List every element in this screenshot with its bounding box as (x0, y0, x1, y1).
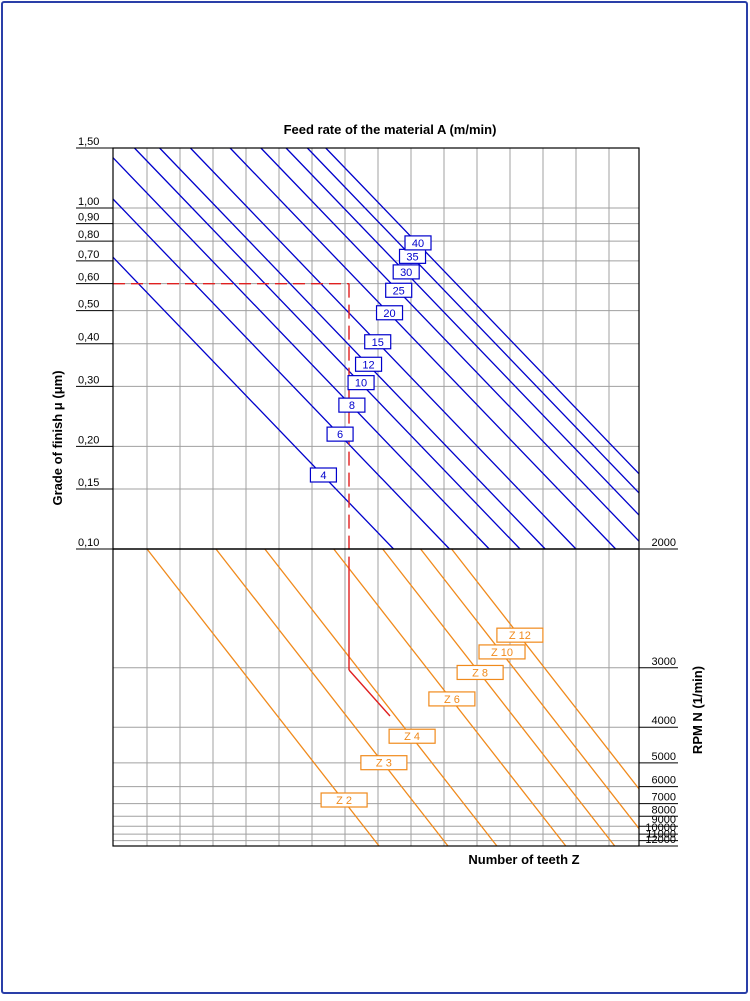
svg-text:35: 35 (406, 251, 418, 263)
feed-label-4: 4 (309, 467, 338, 483)
lower-tick-label: 6000 (652, 775, 676, 787)
feed-label-25: 25 (385, 282, 413, 298)
lower-y-axis-label: RPM N (1/min) (690, 666, 705, 754)
teeth-line-Z8 (382, 548, 616, 847)
upper-tick-label: 0,70 (78, 249, 99, 261)
upper-tick-label: 0,90 (78, 212, 99, 224)
upper-tick-label: 0,15 (78, 477, 99, 489)
teeth-label-Z3: Z 3 (360, 755, 408, 771)
example-diagonal (348, 669, 391, 717)
svg-text:25: 25 (393, 285, 405, 297)
feed-line-20 (229, 147, 617, 550)
svg-text:10: 10 (355, 378, 367, 390)
feed-line-4 (112, 256, 395, 550)
upper-y-ticks: 1,50 1,00 0,90 0,80 0,70 0,60 0,50 0,40 0,30 0,20… (76, 136, 113, 550)
svg-text:Z 2: Z 2 (336, 795, 352, 807)
feed-line-40 (325, 147, 640, 475)
svg-text:4: 4 (320, 470, 326, 482)
lower-tick-label: 8000 (652, 804, 676, 816)
lower-tick-label: 9000 (652, 814, 676, 826)
feed-line-10 (133, 147, 521, 550)
plot-border (112, 147, 640, 847)
svg-text:6: 6 (337, 429, 343, 441)
lower-tick-label: 10000 (645, 822, 676, 834)
teeth-label-Z6: Z 6 (428, 691, 476, 707)
upper-tick-label: 0,50 (78, 299, 99, 311)
feed-label-40: 40 (404, 235, 432, 251)
teeth-label-Z2: Z 2 (320, 792, 368, 808)
feed-label-10: 10 (347, 375, 375, 391)
teeth-label-Z10: Z 10 (478, 644, 526, 660)
svg-text:8: 8 (349, 400, 355, 412)
svg-text:Z 4: Z 4 (404, 731, 420, 743)
feed-line-25 (260, 147, 640, 542)
feed-label-12: 12 (354, 356, 383, 372)
teeth-label-Z8: Z 8 (456, 664, 504, 681)
svg-text:Z 8: Z 8 (472, 667, 488, 679)
feed-label-35: 35 (398, 248, 427, 264)
svg-text:12: 12 (362, 359, 374, 371)
feed-line-12 (159, 147, 546, 550)
svg-text:Z 6: Z 6 (444, 694, 460, 706)
upper-tick-label: 0,30 (78, 374, 99, 386)
upper-y-axis-label: Grade of finish μ (μm) (50, 370, 65, 505)
lower-teeth-lines (146, 548, 640, 847)
lower-tick-label: 5000 (652, 751, 676, 763)
lower-tick-label: 7000 (652, 792, 676, 804)
svg-text:20: 20 (383, 308, 395, 320)
upper-tick-label: 1,50 (78, 136, 99, 148)
lower-tick-label: 11000 (646, 829, 676, 841)
svg-text:15: 15 (372, 337, 384, 349)
lower-tick-label: 12000 (645, 834, 676, 846)
svg-text:Z 3: Z 3 (376, 758, 392, 770)
lower-tick-label: 3000 (652, 656, 676, 668)
feed-label-15: 15 (364, 334, 392, 350)
teeth-line-Z10 (420, 548, 640, 829)
example-path (113, 282, 391, 717)
svg-text:40: 40 (412, 238, 424, 250)
lower-series-labels: Z 2 Z 3 Z 4 Z 6 Z 8Z 10 Z 12 (320, 627, 544, 808)
upper-feed-lines (112, 147, 640, 550)
svg-text:Z 10: Z 10 (491, 647, 513, 659)
teeth-line-Z12 (451, 548, 640, 790)
feed-label-20: 20 (375, 305, 404, 321)
plot-axes (112, 147, 640, 847)
teeth-line-Z4 (264, 548, 498, 847)
feed-line-35 (306, 147, 640, 494)
upper-tick-label: 0,60 (78, 272, 99, 284)
upper-tick-label: 1,00 (78, 196, 99, 208)
feed-label-8: 8 (338, 397, 366, 413)
teeth-label-Z12: Z 12 (496, 627, 544, 643)
x-axis-label: Number of teeth Z (468, 852, 579, 867)
chart-title: Feed rate of the material A (m/min) (284, 122, 497, 137)
feed-label-30: 30 (392, 264, 420, 280)
feed-label-6: 6 (326, 426, 354, 442)
teeth-label-Z4: Z 4 (388, 728, 436, 744)
feed-line-30 (285, 147, 640, 516)
upper-tick-label: 0,40 (78, 332, 99, 344)
lower-tick-label: 4000 (652, 715, 676, 727)
feed-line-6 (112, 198, 450, 550)
feed-line-8 (112, 157, 490, 550)
teeth-line-Z3 (215, 548, 449, 847)
svg-text:Z 12: Z 12 (509, 630, 531, 642)
svg-text:30: 30 (400, 267, 412, 279)
lower-y-ticks: 2000 3000 4000 5000 6000 70008000900010000110… (639, 537, 678, 847)
lower-tick-label: 2000 (652, 537, 676, 549)
upper-tick-label: 0,10 (78, 537, 99, 549)
upper-tick-label: 0,80 (78, 229, 99, 241)
upper-tick-label: 0,20 (78, 434, 99, 446)
